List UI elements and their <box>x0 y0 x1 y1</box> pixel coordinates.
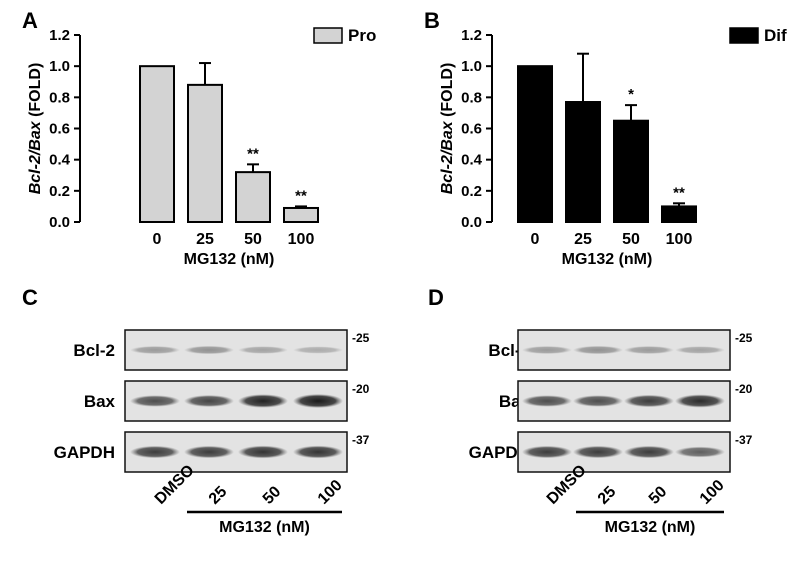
legend-label: Dif <box>764 26 787 45</box>
blot-row-label: Bcl-2 <box>73 341 115 360</box>
y-tick-label: 0.2 <box>461 183 482 200</box>
y-tick-label: 0.6 <box>461 121 482 138</box>
bar <box>187 83 223 223</box>
x-axis-label: MG132 (nM) <box>562 251 653 268</box>
blot-band <box>293 445 343 459</box>
mw-marker: -20 <box>352 382 370 396</box>
y-axis-label: Bcl-2/Bax (FOLD) <box>27 63 44 195</box>
y-tick-label: 0.4 <box>49 152 71 169</box>
significance-mark: ** <box>673 184 685 201</box>
lane-label: 25 <box>595 483 620 508</box>
bar <box>613 119 649 223</box>
y-tick-label: 1.0 <box>49 58 70 75</box>
lane-label: 100 <box>697 477 728 508</box>
y-tick-label: 0.2 <box>49 183 70 200</box>
y-tick-label: 0.0 <box>461 214 482 231</box>
blot-row-label: GAPDH <box>469 443 530 462</box>
blot-band <box>130 395 180 407</box>
blot-band <box>675 394 725 408</box>
x-tick-label: 25 <box>196 231 214 248</box>
blot-band <box>130 346 180 354</box>
significance-mark: * <box>628 86 634 103</box>
blot-band <box>675 446 725 458</box>
y-tick-label: 1.2 <box>461 27 482 44</box>
blot-band <box>238 394 288 408</box>
bar <box>235 171 271 223</box>
x-axis-label: MG132 (nM) <box>184 251 275 268</box>
blot-band <box>293 346 343 354</box>
blot-band <box>624 445 674 459</box>
x-tick-label: 0 <box>153 231 162 248</box>
blot-band <box>573 345 623 355</box>
lane-label: 25 <box>206 483 231 508</box>
legend-swatch <box>729 27 759 44</box>
y-axis-label-genes: Bcl-2/Bax <box>27 120 44 194</box>
blot-band <box>184 395 234 407</box>
mw-marker: -25 <box>352 331 370 345</box>
x-tick-label: 100 <box>666 231 693 248</box>
bar <box>565 101 601 223</box>
blot-band <box>573 445 623 459</box>
mw-marker: -20 <box>735 382 753 396</box>
blot-band <box>238 445 288 459</box>
blot-band <box>624 394 674 408</box>
y-axis-label-unit: (FOLD) <box>439 63 456 122</box>
x-tick-label: 25 <box>574 231 592 248</box>
lane-label: 100 <box>315 477 346 508</box>
blot-band <box>130 445 180 459</box>
x-tick-label: 100 <box>288 231 315 248</box>
blot-band <box>184 345 234 355</box>
bar <box>283 206 319 224</box>
y-tick-label: 0.4 <box>461 152 483 169</box>
mw-marker: -25 <box>735 331 753 345</box>
legend-label: Pro <box>348 26 376 45</box>
legend-swatch <box>313 27 343 44</box>
blot-band <box>573 395 623 407</box>
panel-letter: A <box>22 8 38 33</box>
y-tick-label: 1.0 <box>461 58 482 75</box>
x-tick-label: 0 <box>531 231 540 248</box>
panel-letter: C <box>22 285 38 310</box>
y-tick-label: 0.0 <box>49 214 70 231</box>
treatment-label: MG132 (nM) <box>605 519 696 536</box>
lane-label: 50 <box>646 483 671 508</box>
lane-label: 50 <box>260 483 285 508</box>
treatment-label: MG132 (nM) <box>219 519 310 536</box>
blot-band <box>293 394 343 408</box>
panel-letter: D <box>428 285 444 310</box>
y-tick-label: 0.8 <box>49 89 70 106</box>
significance-mark: ** <box>295 187 307 204</box>
chart-panel-a: A 0.0 0.2 0.4 0.6 0.8 1.0 1.2 Bcl-2/Bax (FOLD) 0 2… <box>22 8 376 268</box>
blot-band <box>624 346 674 354</box>
blot-row-label: GAPDH <box>54 443 115 462</box>
x-tick-label: 50 <box>622 231 640 248</box>
bar <box>139 65 175 223</box>
blot-band <box>184 445 234 459</box>
significance-mark: ** <box>247 145 259 162</box>
blot-band <box>675 346 725 354</box>
x-tick-label: 50 <box>244 231 262 248</box>
blot-band <box>522 445 572 459</box>
blot-band <box>522 395 572 407</box>
blot-row-label: Bax <box>84 392 116 411</box>
y-tick-label: 1.2 <box>49 27 70 44</box>
y-axis-label-unit: (FOLD) <box>27 63 44 122</box>
blot-band <box>522 346 572 354</box>
bar <box>517 65 553 223</box>
chart-panel-b: B 0.0 0.2 0.4 0.6 0.8 1.0 1.2 Bcl-2/Bax (FOLD) 0 2… <box>424 8 787 268</box>
bar <box>661 205 697 224</box>
blot-band <box>238 346 288 354</box>
y-axis-label: Bcl-2/Bax (FOLD) <box>439 63 456 195</box>
mw-marker: -37 <box>735 433 753 447</box>
y-axis-label-genes: Bcl-2/Bax <box>439 120 456 194</box>
mw-marker: -37 <box>352 433 370 447</box>
y-tick-label: 0.8 <box>461 89 482 106</box>
y-tick-label: 0.6 <box>49 121 70 138</box>
panel-letter: B <box>424 8 440 33</box>
